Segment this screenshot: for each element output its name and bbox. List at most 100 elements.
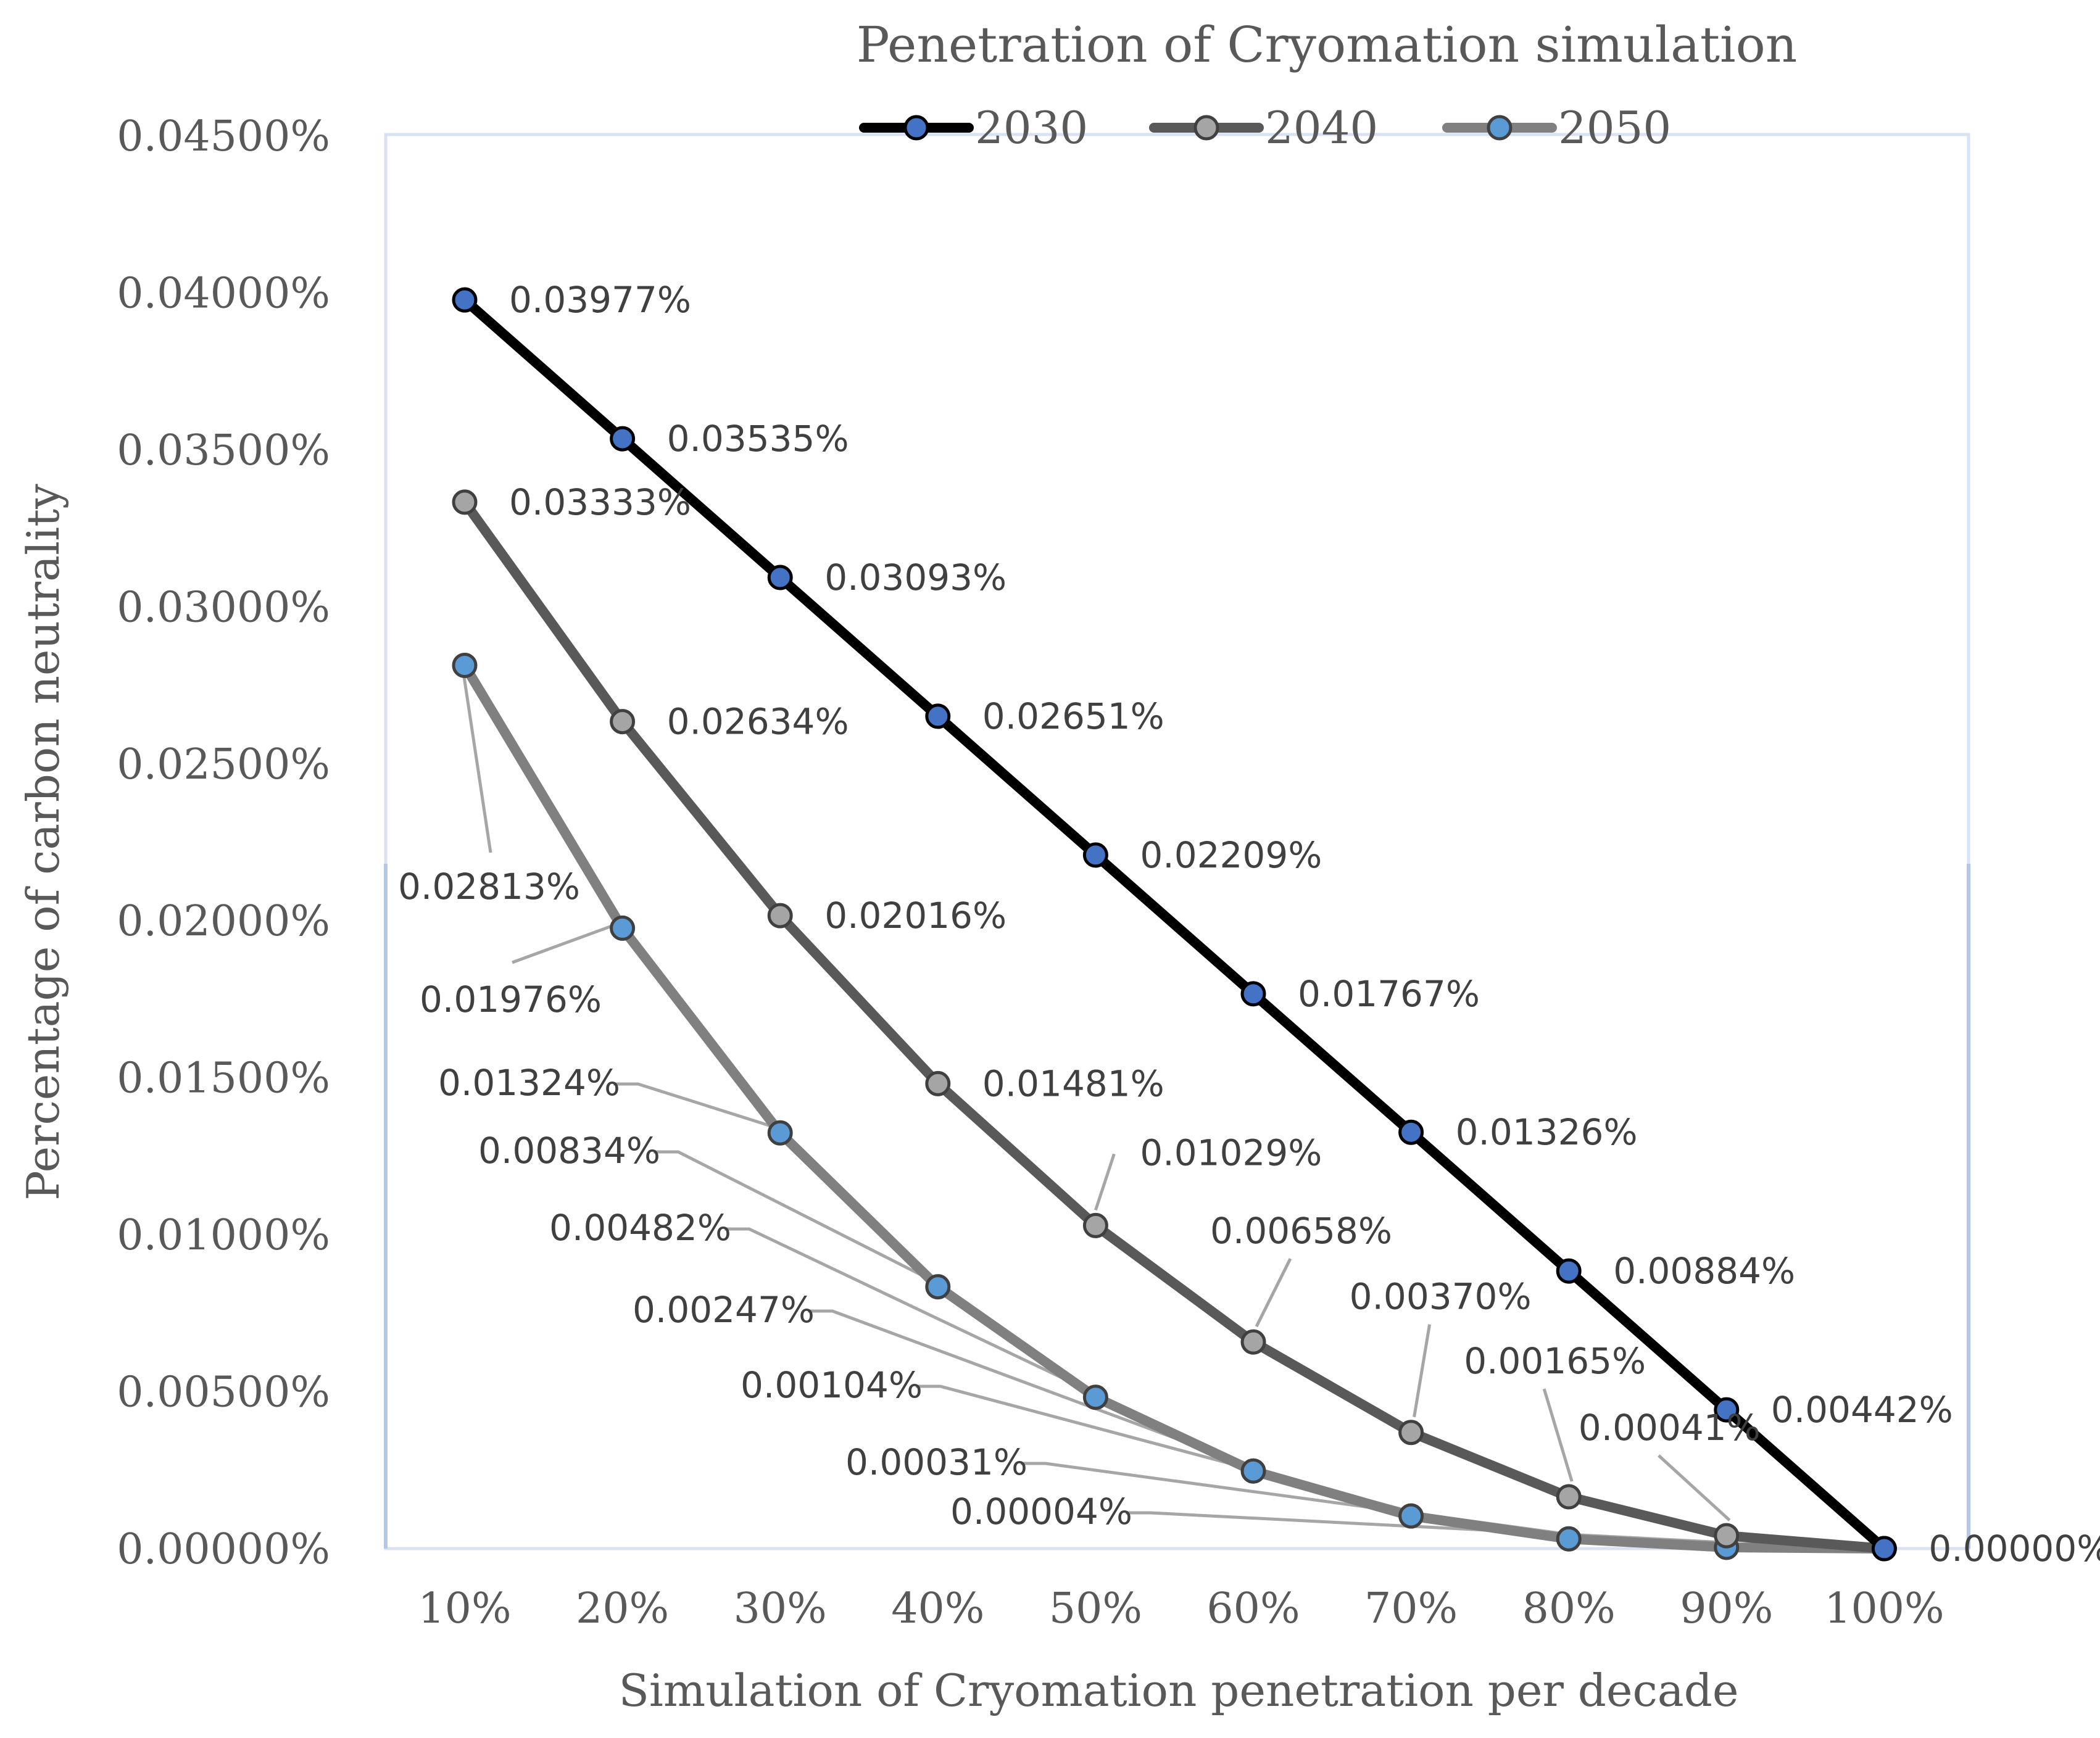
marker-2030-90% [1714, 1397, 1740, 1423]
data-label-2040-70%: 0.00370% [1350, 1276, 1532, 1318]
y-tick-label: 0.02500% [117, 740, 330, 789]
legend-label-2030: 2030 [975, 102, 1088, 154]
x-tick-label: 100% [1824, 1584, 1944, 1633]
marker-2050-80% [1556, 1526, 1582, 1552]
legend-marker-2050 [1487, 115, 1513, 141]
series-lines [460, 295, 1890, 1554]
data-label-2030-100%: 0.00000% [1928, 1528, 2100, 1570]
marker-2040-40% [925, 1070, 951, 1096]
data-label-2030-10%: 0.03977% [509, 279, 691, 321]
marker-2040-10% [452, 489, 478, 515]
data-label-2030-80%: 0.00884% [1613, 1250, 1795, 1292]
marker-2030-100% [1871, 1536, 1897, 1562]
data-label-2050-50%: 0.00482% [549, 1207, 731, 1249]
data-label-2030-50%: 0.02209% [1140, 834, 1322, 876]
marker-2050-50% [1082, 1384, 1108, 1410]
data-label-2030-90%: 0.00442% [1771, 1389, 1953, 1431]
y-tick-label: 0.04000% [117, 269, 330, 318]
marker-2030-30% [767, 565, 793, 590]
marker-2050-70% [1398, 1503, 1424, 1529]
data-label-2030-20%: 0.03535% [667, 418, 849, 460]
marker-2040-60% [1240, 1329, 1266, 1355]
data-label-2040-60%: 0.00658% [1210, 1210, 1392, 1252]
y-axis-ticks: 0.00000% 0.00500% 0.01000% 0.01500% 0.02000%… [117, 112, 330, 1574]
series-line-2040 [460, 497, 1890, 1554]
x-tick-label: 70% [1364, 1584, 1458, 1633]
leader-line-2050-60% [808, 1309, 1251, 1468]
marker-2030-50% [1082, 842, 1108, 868]
marker-2040-20% [610, 709, 636, 735]
leader-line-2040-50% [1094, 1153, 1116, 1211]
leader-line-2040-60% [1255, 1258, 1292, 1328]
x-tick-label: 50% [1049, 1584, 1142, 1633]
data-label-2040-30%: 0.02016% [824, 895, 1006, 937]
y-tick-label: 0.01500% [117, 1054, 330, 1103]
marker-2040-70% [1398, 1420, 1424, 1446]
marker-2050-40% [925, 1274, 951, 1300]
marker-2040-30% [767, 903, 793, 929]
marker-2030-70% [1398, 1119, 1424, 1145]
leader-line-2050-20% [512, 922, 620, 964]
data-label-2040-20%: 0.02634% [667, 701, 849, 743]
marker-2030-10% [452, 287, 478, 313]
x-axis-title: Simulation of Cryomation penetration per… [619, 1665, 1739, 1716]
y-tick-label: 0.03500% [117, 426, 330, 475]
marker-2030-80% [1556, 1258, 1582, 1284]
data-label-2030-60%: 0.01767% [1298, 973, 1480, 1015]
legend-marker-2030 [903, 115, 929, 141]
x-axis-ticks: 10% 20% 30% 40% 50% 60% 70% 80% 90% 100% [418, 1584, 1944, 1633]
data-label-2030-70%: 0.01326% [1456, 1111, 1638, 1153]
marker-2040-50% [1082, 1212, 1108, 1238]
data-label-2050-60%: 0.00247% [633, 1289, 815, 1331]
marker-2040-90% [1714, 1523, 1740, 1549]
legend-label-2050: 2050 [1558, 102, 1671, 154]
series-line-2030 [460, 295, 1890, 1554]
data-label-2040-80%: 0.00165% [1464, 1340, 1646, 1382]
marker-2050-30% [767, 1120, 793, 1146]
data-label-2050-90%: 0.00004% [950, 1491, 1132, 1533]
data-label-2040-90%: 0.00041% [1579, 1407, 1761, 1449]
leader-line-2050-30% [613, 1082, 778, 1130]
x-tick-label: 40% [891, 1584, 984, 1633]
y-axis-title: Percentage of carbon neutrality [17, 484, 69, 1201]
x-tick-label: 20% [576, 1584, 669, 1633]
data-label-2040-40%: 0.01481% [982, 1062, 1164, 1104]
marker-2040-80% [1556, 1484, 1582, 1510]
leader-line-2040-90% [1658, 1454, 1731, 1521]
x-tick-label: 60% [1206, 1584, 1300, 1633]
marker-2050-10% [452, 652, 478, 678]
marker-2050-60% [1240, 1458, 1266, 1484]
y-tick-label: 0.02000% [117, 897, 330, 946]
data-label-2050-20%: 0.01976% [420, 979, 602, 1020]
data-labels: 0.03977% 0.03535% 0.03093% 0.02651% 0.02209%… [398, 279, 2100, 1570]
data-label-2040-10%: 0.03333% [509, 481, 691, 523]
marker-2030-60% [1240, 981, 1266, 1007]
legend-label-2040: 2040 [1265, 102, 1378, 154]
leader-line-2040-80% [1542, 1388, 1574, 1482]
data-label-2050-80%: 0.00031% [845, 1441, 1027, 1483]
chart-title: Penetration of Cryomation simulation [857, 16, 1798, 73]
legend-marker-2040 [1193, 115, 1219, 141]
x-tick-label: 80% [1522, 1584, 1616, 1633]
y-tick-label: 0.00500% [117, 1368, 330, 1417]
leader-line-2050-40% [654, 1150, 936, 1283]
data-label-2030-40%: 0.02651% [982, 695, 1164, 737]
data-label-2040-50%: 0.01029% [1140, 1132, 1322, 1173]
marker-2030-40% [925, 703, 951, 729]
data-markers [452, 287, 1897, 1562]
y-tick-label: 0.03000% [117, 583, 330, 632]
data-label-2030-30%: 0.03093% [824, 557, 1006, 598]
x-tick-label: 90% [1680, 1584, 1773, 1633]
y-tick-label: 0.04500% [117, 112, 330, 161]
plot-area-border [384, 133, 1970, 1550]
leader-line-2040-70% [1413, 1324, 1432, 1418]
y-tick-label: 0.00000% [117, 1525, 330, 1574]
leader-line-2050-50% [724, 1227, 1094, 1394]
leader-line-2050-10% [460, 660, 492, 853]
legend: 2030 2040 2050 [859, 102, 1671, 154]
y-tick-label: 0.01000% [117, 1211, 330, 1260]
data-label-2050-30%: 0.01324% [438, 1062, 620, 1104]
x-tick-label: 30% [734, 1584, 827, 1633]
